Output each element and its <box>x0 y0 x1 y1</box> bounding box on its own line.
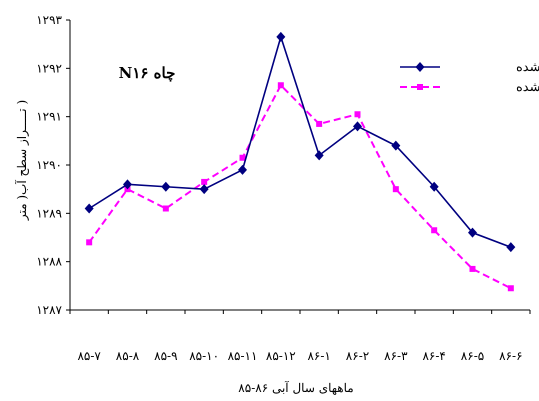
x-tick-label: ۸۶-۵ <box>461 349 484 363</box>
data-point <box>276 31 286 42</box>
x-axis-ticks: ۸۵-۷ ۸۵-۸ ۸۵-۹ ۸۵-۱۰ ۸۵-۱۱ ۸۵-۱۲ ۸۶-۱ ۸۶-۲ ۸۶-۳ ۸… <box>69 310 531 363</box>
data-point <box>507 285 514 292</box>
y-tick-label: ۱۲۹۰ <box>36 158 62 172</box>
data-point <box>161 181 171 192</box>
x-tick-label: ۸۵-۱۰ <box>189 349 219 363</box>
legend-item: محاسبه شده <box>400 80 539 95</box>
x-axis-title: ماههای سال آبی ۸۶-۸۵ <box>238 380 353 395</box>
series-line <box>88 34 512 248</box>
y-tick-label: ۱۲۸۸ <box>36 255 62 269</box>
data-point <box>431 227 438 234</box>
x-tick-label: ۸۶-۶ <box>499 349 522 363</box>
series-computed <box>86 82 514 292</box>
data-point <box>354 111 361 118</box>
data-point <box>238 164 247 175</box>
y-tick-label: ۱۲۹۲ <box>36 61 62 75</box>
legend: مشاهده شده محاسبه شده <box>400 60 539 95</box>
series-line <box>88 83 512 290</box>
data-point <box>84 203 94 214</box>
data-point <box>316 120 323 127</box>
data-point <box>201 178 208 185</box>
x-tick-label: ۸۵-۷ <box>77 349 101 363</box>
data-point <box>469 265 476 272</box>
x-tick-label: ۸۵-۱۲ <box>266 349 296 363</box>
data-point <box>199 184 209 195</box>
chart-annotation: چاه N۱۶ <box>119 64 176 82</box>
x-tick-label: ۸۵-۸ <box>116 349 140 363</box>
data-point <box>353 121 362 132</box>
y-tick-label: ۱۲۸۷ <box>36 303 62 317</box>
data-point <box>468 227 477 238</box>
x-tick-label: ۸۵-۱۱ <box>228 349 258 363</box>
data-point <box>239 154 246 161</box>
data-point <box>314 150 324 161</box>
legend-label: محاسبه شده <box>516 80 539 95</box>
y-axis-ticks: ۱۲۸۷ ۱۲۸۸ ۱۲۸۹ ۱۲۹۰ ۱۲۹۱ ۱۲۹۲ ۱۲۹۳ <box>36 13 70 317</box>
data-point <box>162 205 169 212</box>
series-layer <box>84 31 516 292</box>
x-tick-label: ۸۶-۳ <box>384 349 408 363</box>
data-point <box>277 82 284 89</box>
x-tick-label: ۸۶-۴ <box>422 349 445 363</box>
y-tick-label: ۱۲۹۳ <box>36 13 62 27</box>
y-axis-title: ( تـــــراز سطح آب( متر <box>14 100 29 221</box>
data-point <box>86 239 93 246</box>
data-point <box>417 84 423 90</box>
y-tick-label: ۱۲۸۹ <box>36 206 62 220</box>
x-tick-label: ۸۶-۱ <box>307 349 330 363</box>
series-observed <box>84 31 516 253</box>
x-tick-label: ۸۶-۲ <box>346 349 369 363</box>
legend-label: مشاهده شده <box>516 60 539 75</box>
data-point <box>415 62 425 72</box>
data-point <box>392 186 399 193</box>
x-tick-label: ۸۵-۹ <box>154 349 177 363</box>
data-point <box>123 179 132 190</box>
legend-item: مشاهده شده <box>400 60 539 75</box>
data-point <box>506 242 516 253</box>
data-point <box>429 181 439 192</box>
y-tick-label: ۱۲۹۱ <box>36 110 62 124</box>
data-point <box>391 140 401 151</box>
